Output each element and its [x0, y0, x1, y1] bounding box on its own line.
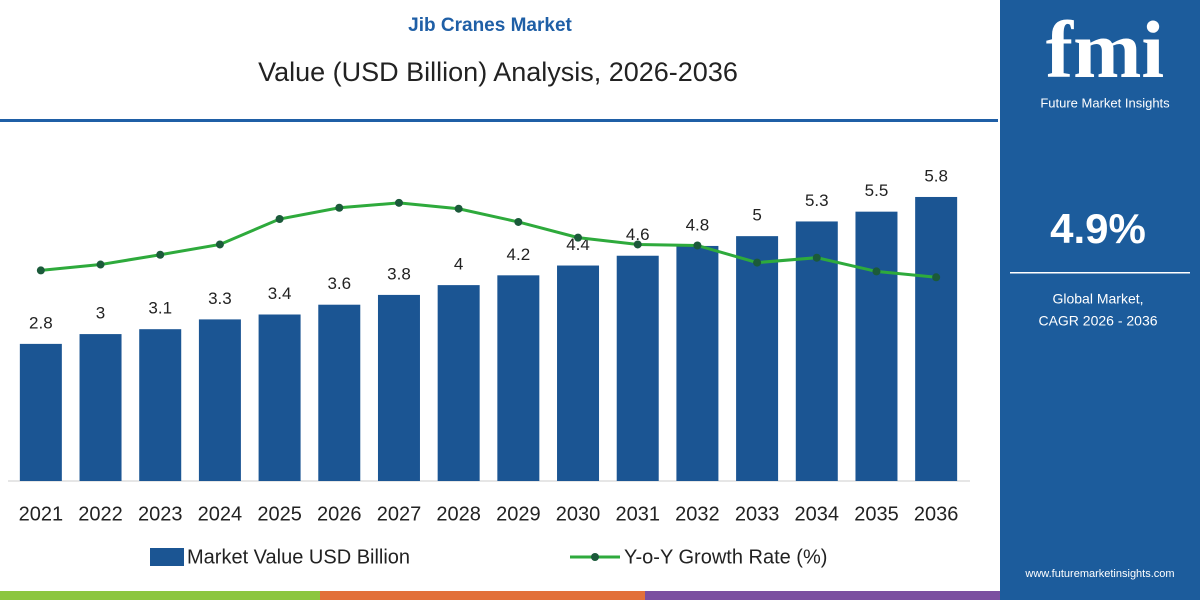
x-tick-label: 2022	[78, 503, 123, 525]
line-point	[215, 240, 224, 249]
value-label: 4.8	[686, 215, 710, 234]
value-label: 5.8	[924, 166, 948, 185]
line-point	[36, 266, 45, 275]
sidebar	[1000, 0, 1200, 600]
bar	[557, 265, 600, 481]
x-tick-label: 2036	[914, 503, 959, 525]
bar	[736, 236, 779, 481]
line	[40, 201, 937, 279]
bar	[79, 334, 122, 481]
bar	[318, 304, 361, 481]
line-point	[335, 203, 344, 212]
value-label: 3.8	[387, 264, 411, 283]
bar	[616, 255, 659, 481]
bar	[377, 294, 420, 481]
x-tick-label: 2034	[795, 503, 840, 525]
bar	[258, 314, 301, 481]
website: www.futuremarketinsights.com	[1024, 568, 1174, 580]
bar	[676, 245, 719, 481]
footer-strip	[320, 591, 645, 600]
x-tick-label: 2026	[317, 503, 362, 525]
brand: Future Market Insights	[1040, 95, 1170, 110]
value-label: 3.3	[208, 289, 232, 308]
bar	[198, 319, 241, 481]
bar	[915, 196, 958, 481]
value-label: 3.4	[268, 284, 292, 303]
value-label: 5.5	[865, 181, 889, 200]
bar	[497, 275, 540, 481]
line-point	[454, 204, 463, 213]
value-label: 4.6	[626, 225, 650, 244]
bar	[795, 221, 838, 482]
footer-strip	[645, 591, 1000, 600]
value-label: 3.6	[327, 274, 351, 293]
value-label: 5	[752, 206, 761, 225]
logo: fmi	[1046, 4, 1164, 95]
line-point	[275, 215, 284, 224]
chart-title: Jib Cranes Market	[408, 15, 572, 36]
x-tick-label: 2033	[735, 503, 780, 525]
line-point	[514, 217, 523, 226]
line-point	[812, 253, 821, 262]
value-label: 3.1	[148, 299, 172, 318]
line-point	[574, 233, 583, 242]
x-tick-label: 2029	[496, 503, 541, 525]
line-point	[156, 250, 165, 259]
chart-subtitle: Value (USD Billion) Analysis, 2026-2036	[258, 57, 738, 87]
x-tick-label: 2025	[257, 503, 302, 525]
sidebar-divider	[1010, 272, 1190, 274]
bar	[139, 329, 182, 481]
cagr-value: 4.9%	[1050, 205, 1146, 252]
line-point	[872, 267, 881, 276]
x-tick-label: 2028	[436, 503, 481, 525]
x-tick-label: 2027	[377, 503, 422, 525]
legend-label: Market Value USD Billion	[187, 546, 410, 568]
divider	[0, 119, 998, 122]
legend-label: Y-o-Y Growth Rate (%)	[624, 546, 827, 568]
bar	[437, 285, 480, 481]
line-point	[693, 241, 702, 250]
x-tick-label: 2024	[198, 503, 243, 525]
line-point	[932, 273, 941, 282]
legend-swatch	[591, 553, 599, 561]
x-tick-label: 2032	[675, 503, 720, 525]
value-label: 3	[96, 304, 105, 323]
line-point	[394, 198, 403, 207]
value-label: 4.2	[507, 245, 531, 264]
cagr-label: Global Market,	[1052, 291, 1143, 307]
x-tick-label: 2031	[615, 503, 660, 525]
line-point	[753, 258, 762, 267]
cagr-label: CAGR 2026 - 2036	[1038, 313, 1157, 329]
value-label: 4	[454, 255, 463, 274]
bar	[855, 211, 898, 482]
footer-strip	[0, 591, 320, 600]
value-label: 2.8	[29, 313, 53, 332]
x-tick-label: 2023	[138, 503, 183, 525]
x-tick-label: 2035	[854, 503, 899, 525]
value-label: 5.3	[805, 191, 829, 210]
line-point	[633, 240, 642, 249]
bar	[19, 343, 62, 481]
line-point	[96, 260, 105, 269]
x-tick-label: 2021	[19, 503, 64, 525]
x-tick-label: 2030	[556, 503, 601, 525]
legend-swatch	[150, 548, 184, 566]
